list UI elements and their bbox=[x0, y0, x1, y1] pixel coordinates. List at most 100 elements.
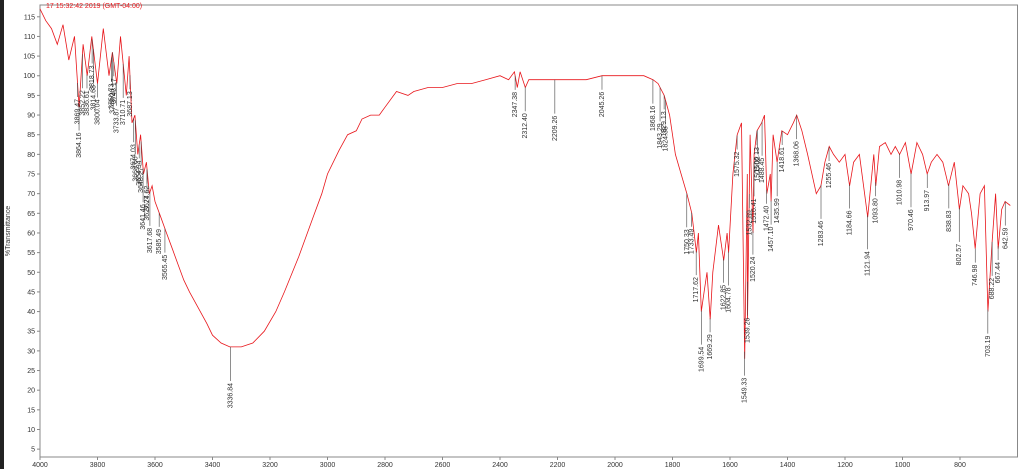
peak-label: 3687.13 bbox=[127, 91, 134, 116]
y-tick-label: 115 bbox=[24, 14, 35, 21]
peak-label: 3627.74 bbox=[144, 195, 151, 220]
x-tick-label: 1000 bbox=[895, 462, 911, 469]
peak-label: 3748.20 bbox=[109, 88, 116, 113]
peak-label: 3648.27 bbox=[138, 167, 145, 192]
peak-label: 3864.16 bbox=[76, 132, 83, 157]
peak-label: 688.22 bbox=[989, 278, 996, 300]
peak-label: 1604.78 bbox=[726, 287, 733, 312]
y-tick-label: 75 bbox=[27, 172, 35, 179]
y-tick-label: 90 bbox=[27, 113, 35, 120]
peak-label: 1121.94 bbox=[864, 251, 871, 276]
x-tick-label: 4000 bbox=[32, 462, 48, 469]
peak-label: 1457.10 bbox=[768, 227, 775, 252]
y-tick-label: 20 bbox=[27, 388, 35, 395]
peak-label: 2209.26 bbox=[552, 116, 559, 141]
peak-label: 1516.41 bbox=[751, 198, 758, 223]
peak-label: 802.57 bbox=[956, 244, 963, 266]
peak-label: 3627.62 bbox=[144, 186, 151, 211]
y-tick-label: 40 bbox=[27, 309, 35, 316]
y-tick-label: 55 bbox=[27, 250, 35, 257]
peak-label: 642.59 bbox=[1002, 228, 1009, 250]
peak-label: 3674.03 bbox=[131, 144, 138, 169]
peak-label: 3814.63 bbox=[90, 85, 97, 110]
peak-label: 3733.87 bbox=[114, 108, 121, 133]
x-tick-label: 2800 bbox=[377, 462, 393, 469]
peak-label: 1255.46 bbox=[826, 163, 833, 188]
y-tick-label: 100 bbox=[23, 73, 35, 80]
y-tick-label: 45 bbox=[27, 289, 35, 296]
peak-label: 1733.49 bbox=[689, 229, 696, 254]
plot-frame bbox=[39, 4, 1018, 458]
peak-label: 1868.16 bbox=[650, 106, 657, 131]
y-tick-label: 60 bbox=[27, 230, 35, 237]
x-tick-label: 1800 bbox=[665, 462, 681, 469]
peak-label: 1699.54 bbox=[698, 347, 705, 372]
x-tick-label: 800 bbox=[954, 462, 966, 469]
peak-label: 1539.26 bbox=[744, 318, 751, 343]
x-tick-label: 1200 bbox=[837, 462, 853, 469]
y-tick-label: 105 bbox=[23, 54, 35, 61]
x-tick-label: 1600 bbox=[722, 462, 738, 469]
peak-label: 1506.13 bbox=[754, 147, 761, 172]
peak-label: 3641.46 bbox=[140, 204, 147, 229]
x-tick-label: 3000 bbox=[320, 462, 336, 469]
peak-label: 3852.22 bbox=[79, 90, 86, 115]
y-tick-label: 65 bbox=[27, 211, 35, 218]
peak-label: 3565.45 bbox=[162, 255, 169, 280]
x-tick-label: 3800 bbox=[90, 462, 106, 469]
x-tick-label: 2600 bbox=[435, 462, 451, 469]
x-tick-label: 2000 bbox=[607, 462, 623, 469]
peak-label: 1283.46 bbox=[818, 221, 825, 246]
peak-label: 1669.29 bbox=[707, 334, 714, 359]
y-tick-label: 15 bbox=[27, 407, 35, 414]
peak-label: 3710.71 bbox=[120, 100, 127, 125]
peak-label: 3585.49 bbox=[156, 229, 163, 254]
peak-label: 3836.61 bbox=[84, 90, 91, 115]
peak-label: 2045.26 bbox=[599, 92, 606, 117]
x-tick-label: 2200 bbox=[550, 462, 566, 469]
peak-label: 838.83 bbox=[946, 210, 953, 232]
peak-label: 3743.17 bbox=[111, 78, 118, 103]
y-axis-label: %Transmittance bbox=[5, 206, 12, 256]
peak-label: 1843.29 bbox=[657, 123, 664, 148]
x-tick-label: 2400 bbox=[492, 462, 508, 469]
peak-label: 1575.32 bbox=[734, 151, 741, 176]
peak-label: 703.19 bbox=[985, 335, 992, 357]
peak-label: 2347.38 bbox=[512, 92, 519, 117]
peak-label: 1824.38 bbox=[662, 126, 669, 151]
x-tick-label: 3600 bbox=[147, 462, 163, 469]
x-tick-label: 3200 bbox=[262, 462, 278, 469]
peak-label: 1520.24 bbox=[750, 257, 757, 282]
peak-label: 1010.98 bbox=[896, 180, 903, 205]
window-edge bbox=[0, 0, 4, 469]
y-tick-label: 95 bbox=[27, 93, 35, 100]
peak-label: 1093.80 bbox=[873, 198, 880, 223]
peak-label: 970.46 bbox=[908, 209, 915, 231]
chart-title: 17 15:32:42 2019 (GMT-04:00) bbox=[46, 3, 142, 10]
peak-label: 1184.66 bbox=[846, 210, 853, 235]
peak-label: 2312.40 bbox=[522, 113, 529, 138]
y-tick-label: 80 bbox=[27, 152, 35, 159]
peak-label: 3800.04 bbox=[94, 99, 101, 124]
peak-label: 1418.61 bbox=[779, 147, 786, 172]
y-tick-label: 10 bbox=[27, 427, 35, 434]
peak-label: 1829.13 bbox=[661, 111, 668, 136]
peak-label: 1505.02 bbox=[754, 156, 761, 181]
peak-label: 1368.06 bbox=[794, 141, 801, 166]
peak-label: 1750.33 bbox=[684, 229, 691, 254]
y-tick-label: 70 bbox=[27, 191, 35, 198]
peak-label: 3336.84 bbox=[228, 383, 235, 408]
x-tick-label: 1400 bbox=[780, 462, 796, 469]
y-tick-label: 25 bbox=[27, 368, 35, 375]
peak-label: 913.97 bbox=[924, 190, 931, 212]
peak-label: 1472.40 bbox=[764, 206, 771, 231]
peak-label: 3750.73 bbox=[109, 83, 116, 108]
y-tick-label: 35 bbox=[27, 329, 35, 336]
peak-label: 746.98 bbox=[972, 265, 979, 287]
peak-label: 1717.62 bbox=[693, 277, 700, 302]
peak-label: 1622.85 bbox=[720, 285, 727, 310]
peak-label: 3668.66 bbox=[132, 156, 139, 181]
y-tick-label: 50 bbox=[27, 270, 35, 277]
